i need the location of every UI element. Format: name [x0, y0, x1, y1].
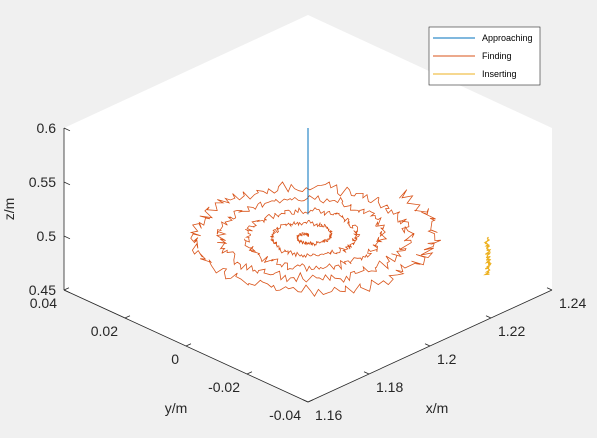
y-tick-label: 0.02 [91, 323, 118, 339]
y-tick-label: -0.04 [269, 407, 301, 423]
legend-label-approaching: Approaching [482, 33, 533, 43]
z-axis-ticks: 0.6 0.55 0.5 0.45 [29, 120, 71, 298]
x-tick-label: 1.2 [437, 351, 457, 367]
z-axis-label: z/m [1, 198, 17, 221]
x-tick-mark [485, 315, 492, 319]
z-tick-mark [63, 127, 71, 132]
series-inserting-line [483, 236, 492, 276]
x-tick-mark [546, 287, 553, 291]
legend-box [428, 26, 541, 86]
x-axis-ticks: 1.16 1.18 1.2 1.22 1.24 [302, 287, 586, 423]
legend[interactable]: Approaching Finding Inserting [428, 26, 541, 86]
x-tick-label: 1.24 [559, 295, 586, 311]
x-tick-label: 1.22 [498, 323, 525, 339]
x-tick-mark [302, 399, 309, 403]
y-tick-label: -0.02 [208, 379, 240, 395]
y-tick-mark [307, 399, 314, 403]
y-tick-mark [124, 315, 131, 319]
y-tick-mark [246, 371, 253, 375]
z-tick-label: 0.6 [37, 120, 57, 136]
x-tick-label: 1.16 [315, 407, 342, 423]
y-tick-label: 0.04 [30, 295, 57, 311]
y-axis-ticks: 0.04 0.02 0 -0.02 -0.04 [30, 287, 314, 423]
x-tick-label: 1.18 [376, 379, 403, 395]
x-tick-mark [424, 343, 431, 347]
z-tick-label: 0.5 [37, 228, 57, 244]
z-tick-label: 0.45 [29, 282, 56, 298]
y-tick-label: 0 [171, 351, 179, 367]
legend-label-finding: Finding [482, 51, 512, 61]
y-tick-mark [185, 343, 192, 347]
z-tick-mark [63, 181, 71, 186]
legend-label-inserting: Inserting [482, 69, 517, 79]
series-layer [189, 128, 492, 297]
series-finding-line [189, 181, 441, 297]
z-tick-mark [63, 289, 71, 294]
x-tick-mark [363, 371, 370, 375]
z-tick-label: 0.55 [29, 174, 56, 190]
y-tick-mark [63, 287, 70, 291]
x-axis-label: x/m [426, 400, 449, 416]
y-axis-label: y/m [165, 400, 188, 416]
z-tick-mark [63, 235, 71, 240]
